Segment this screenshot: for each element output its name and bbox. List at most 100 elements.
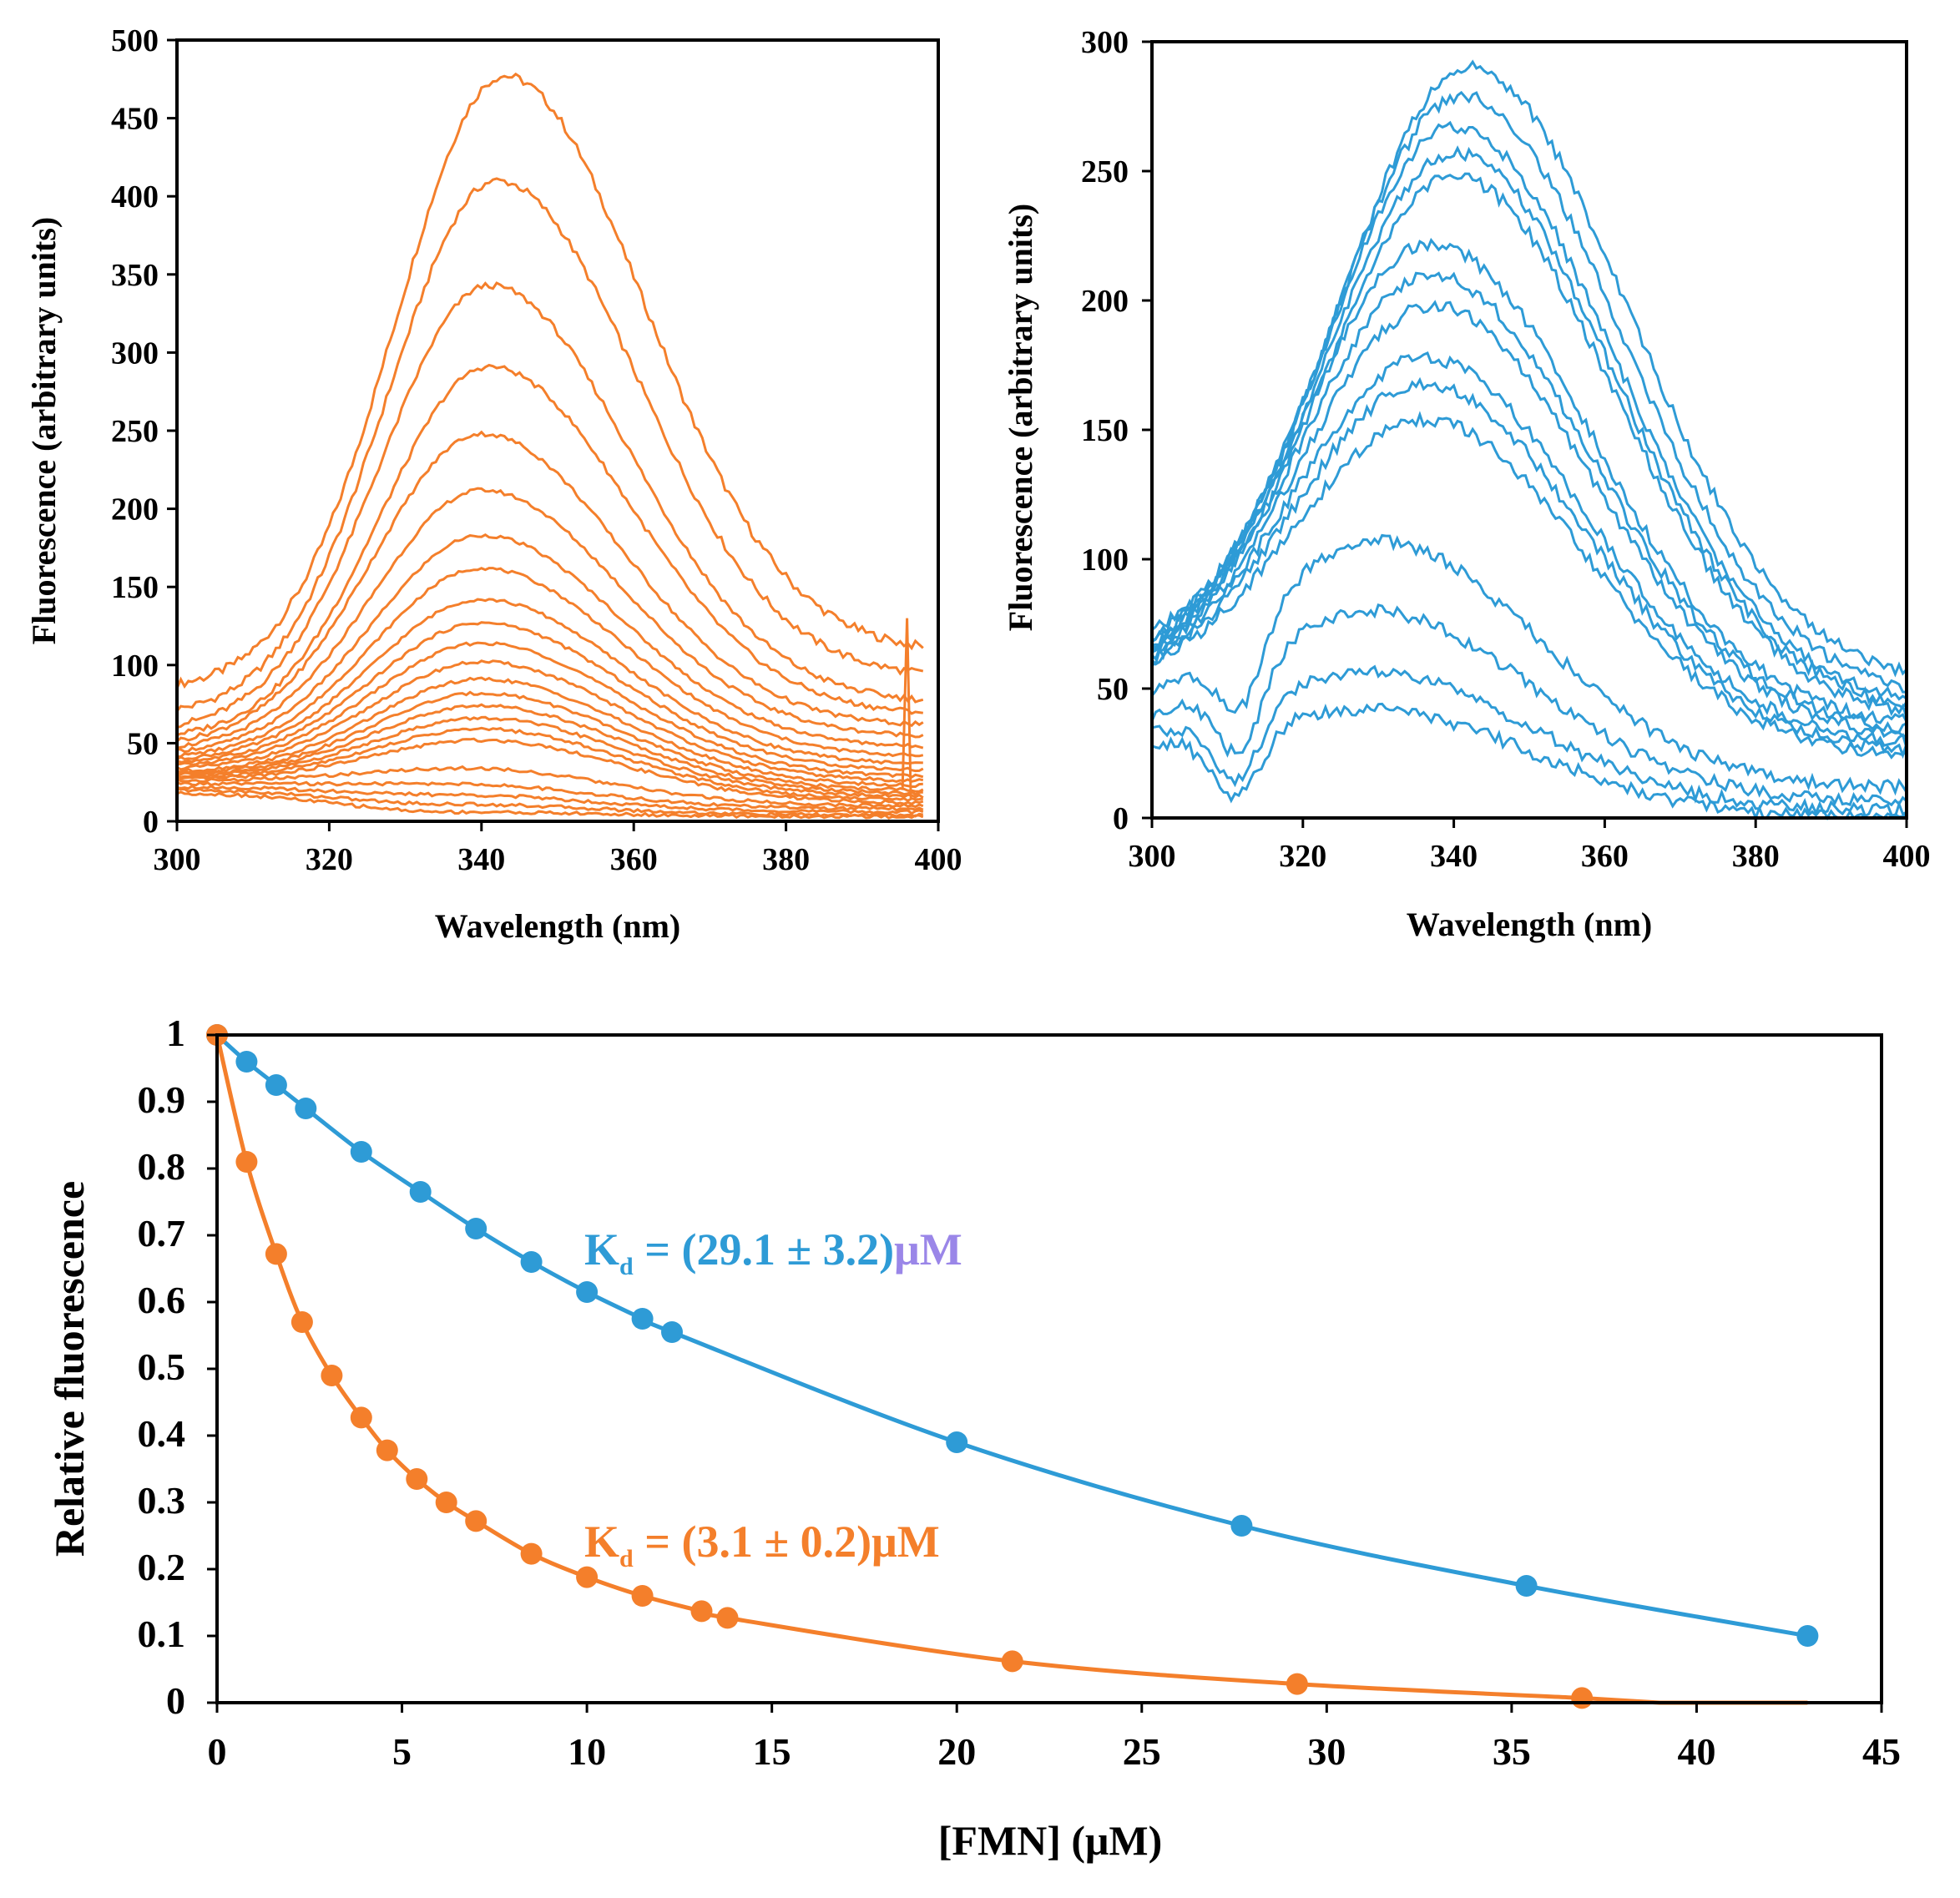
orange-spectrum-line — [176, 790, 924, 820]
orange-spectrum-line — [175, 177, 924, 713]
spectra-orange-series — [175, 72, 924, 820]
x-tick-label: 340 — [457, 842, 505, 877]
orange-spectrum-line — [175, 72, 924, 689]
x-tick-label: 10 — [568, 1730, 606, 1773]
y-tick-label: 0.4 — [138, 1412, 186, 1455]
x-tick-label: 15 — [753, 1730, 791, 1773]
orange-spectrum-line — [176, 533, 924, 754]
kd-blue-value: = (29.1 ± 3.2) — [634, 1224, 894, 1275]
binding-x-title: [FMN] (μM) — [938, 1817, 1162, 1864]
kd-blue-sub: d — [619, 1253, 634, 1280]
spectra-orange-x-ticks: 300 320 340 360 380 400 — [154, 821, 962, 877]
orange-spectrum-line — [176, 659, 924, 783]
y-tick-label: 0.5 — [138, 1345, 186, 1388]
x-tick-label: 340 — [1430, 839, 1478, 874]
blue-spectrum-line — [1151, 120, 1907, 701]
blue-spectrum-line — [1151, 271, 1907, 734]
spectra-blue-series — [1150, 59, 1908, 822]
binding-y-title: Relative fluorescence — [46, 1181, 93, 1557]
binding-y-ticks: 0 0.1 0.2 0.3 0.4 0.5 0.6 0.7 0.8 0.9 1 — [138, 1012, 217, 1722]
y-tick-label: 300 — [1081, 25, 1129, 60]
orange-data-point — [350, 1406, 372, 1429]
blue-data-point — [1230, 1515, 1253, 1537]
blue-spectrum-line — [1151, 237, 1908, 724]
y-tick-label: 0.3 — [138, 1479, 186, 1522]
x-tick-label: 40 — [1677, 1730, 1715, 1773]
blue-data-point — [631, 1308, 654, 1330]
blue-spectrum-line — [1151, 664, 1907, 819]
orange-data-point — [520, 1542, 543, 1565]
y-tick-label: 0.1 — [138, 1613, 186, 1655]
orange-data-point — [716, 1607, 739, 1629]
blue-data-point — [465, 1218, 487, 1239]
spectra-blue-y-title: Fluorescence (arbitrary units) — [1002, 204, 1039, 631]
blue-spectrum-line — [1150, 411, 1908, 760]
y-tick-label: 0.6 — [138, 1279, 186, 1321]
x-tick-label: 380 — [1732, 839, 1780, 874]
kd-orange-sub: d — [619, 1545, 634, 1572]
blue-data-point — [1515, 1575, 1538, 1597]
orange-spectrum-line — [176, 703, 923, 796]
y-tick-label: 250 — [1081, 154, 1129, 189]
blue-data-point — [661, 1321, 683, 1343]
blue-data-point — [409, 1181, 432, 1203]
blue-data-point — [1796, 1625, 1819, 1647]
y-tick-label: 0 — [143, 805, 159, 840]
binding-data-points — [206, 1024, 1819, 1709]
y-tick-label: 100 — [1081, 543, 1129, 578]
orange-spectrum-line — [175, 430, 924, 743]
orange-data-point — [465, 1510, 487, 1532]
spectra-blue-x-title: Wavelength (nm) — [1407, 906, 1652, 943]
blue-spectrum-line — [1150, 533, 1908, 796]
orange-spectrum-line — [176, 487, 924, 750]
y-tick-label: 250 — [111, 414, 159, 449]
blue-data-point — [350, 1141, 372, 1163]
x-tick-label: 400 — [1883, 839, 1931, 874]
kd-orange-value: = (3.1 ± 0.2) — [634, 1517, 871, 1567]
orange-spectrum-line — [176, 787, 924, 818]
y-tick-label: 500 — [111, 23, 159, 58]
y-tick-label: 0 — [1113, 801, 1129, 836]
orange-data-point — [1001, 1650, 1023, 1673]
x-tick-label: 360 — [610, 842, 658, 877]
orange-spectrum-line — [176, 363, 923, 737]
binding-curve-panel: 0 5 10 15 20 25 30 35 40 45 0 0.1 0.2 0.3 0.4 0.5 0.6 0.… — [46, 1012, 1901, 1864]
blue-data-point — [576, 1281, 599, 1303]
blue-fit-line — [215, 1033, 1808, 1638]
x-tick-label: 20 — [937, 1730, 976, 1773]
orange-spectrum-line — [176, 785, 924, 815]
orange-spectrum-line — [176, 641, 924, 779]
y-tick-label: 0 — [166, 1679, 185, 1722]
blue-data-point — [520, 1251, 543, 1273]
orange-spectrum-line — [176, 621, 924, 773]
orange-spike-line — [901, 618, 912, 798]
orange-spectrum-line — [176, 726, 924, 803]
spectra-orange-y-title: Fluorescence (arbitrary units) — [25, 217, 63, 644]
blue-data-point — [946, 1431, 968, 1453]
orange-data-point — [290, 1311, 313, 1333]
blue-data-point — [295, 1098, 317, 1119]
x-tick-label: 380 — [762, 842, 810, 877]
y-tick-label: 350 — [111, 258, 159, 293]
orange-data-point — [265, 1243, 287, 1265]
x-tick-label: 300 — [1129, 839, 1176, 874]
x-tick-label: 320 — [306, 842, 353, 877]
kd-orange-unit: μM — [871, 1517, 940, 1567]
x-tick-label: 25 — [1123, 1730, 1161, 1773]
blue-spectrum-line — [1151, 376, 1908, 760]
blue-spectrum-line — [1151, 351, 1908, 749]
blue-data-point — [265, 1074, 287, 1096]
x-tick-label: 320 — [1279, 839, 1326, 874]
orange-data-point — [406, 1468, 428, 1490]
y-tick-label: 450 — [111, 102, 159, 137]
y-tick-label: 400 — [111, 179, 159, 215]
spectra-blue-x-ticks: 300 320 340 360 380 400 — [1129, 818, 1931, 874]
blue-spectrum-line — [1151, 59, 1908, 678]
orange-data-point — [435, 1492, 457, 1513]
orange-spectrum-line — [176, 690, 924, 793]
orange-spectrum-line — [176, 676, 923, 788]
orange-fit-line — [215, 1034, 1808, 1705]
orange-spectrum-line — [176, 567, 924, 759]
blue-spectrum-line — [1151, 172, 1908, 718]
spectra-orange-x-title: Wavelength (nm) — [435, 907, 680, 945]
